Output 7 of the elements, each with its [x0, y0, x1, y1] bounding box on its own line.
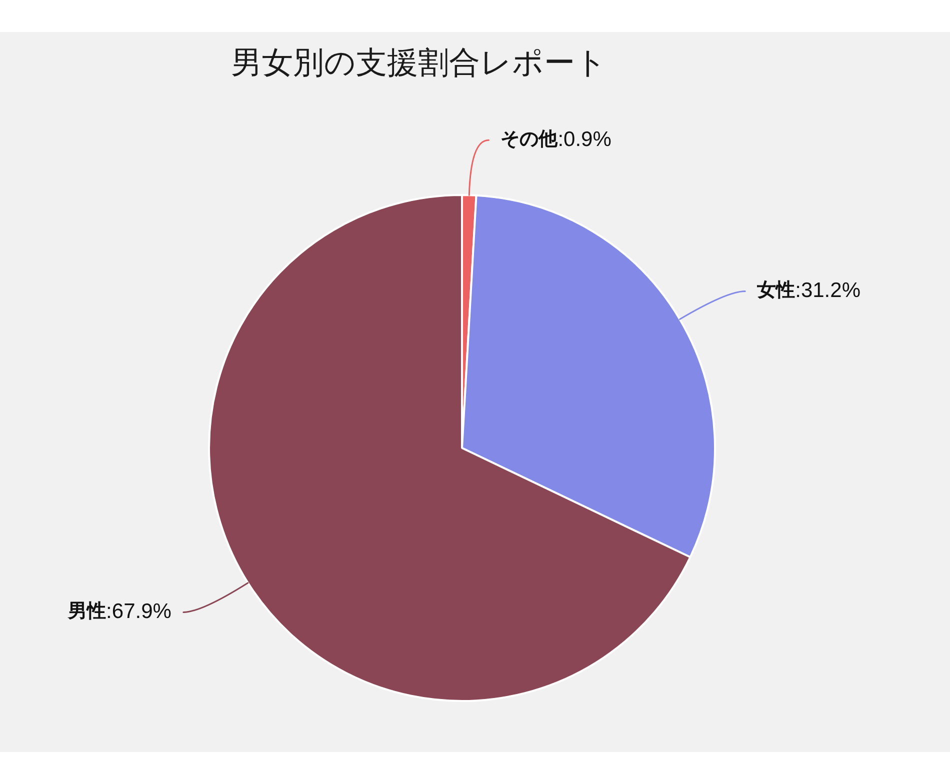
data-label: :31.2% — [795, 279, 860, 302]
slice-label: 女性 — [756, 279, 796, 302]
slice-label: その他 — [500, 128, 559, 150]
slice-label: 男性 — [67, 600, 106, 622]
data-label: :67.9% — [106, 600, 172, 624]
chart-title: 男女別の支援割合レポート — [231, 44, 607, 82]
data-label: :0.9% — [558, 128, 612, 151]
